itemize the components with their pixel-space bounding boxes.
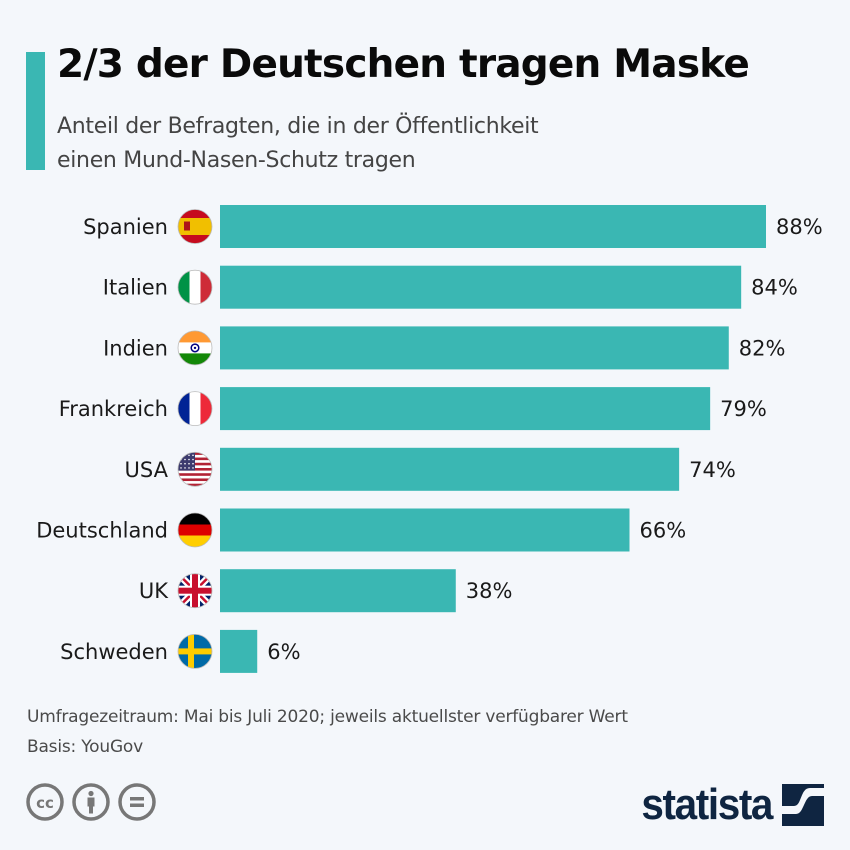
value-label: 79% bbox=[720, 397, 767, 421]
category-label: Frankreich bbox=[59, 397, 168, 421]
bar-row: Frankreich 79% bbox=[59, 387, 767, 431]
flag-italy-icon bbox=[177, 269, 213, 305]
chart-title: 2/3 der Deutschen tragen Maske bbox=[57, 42, 750, 87]
category-label: Italien bbox=[103, 276, 168, 300]
flag-spain-icon bbox=[177, 209, 213, 244]
title-accent-bar bbox=[26, 52, 45, 170]
flag-france-icon bbox=[177, 391, 213, 427]
value-label: 6% bbox=[267, 640, 300, 664]
bar-chart: Spanien 88% Italien 84% Indien 82% Frankreich 7… bbox=[36, 205, 823, 673]
statista-logo[interactable]: statista bbox=[630, 780, 824, 830]
value-label: 74% bbox=[689, 458, 736, 482]
bar bbox=[220, 326, 729, 370]
no-derivatives-icon[interactable] bbox=[117, 782, 157, 822]
flag-germany-icon bbox=[177, 512, 213, 548]
bar bbox=[220, 265, 742, 309]
flag-india-icon bbox=[177, 330, 213, 366]
bar bbox=[220, 569, 456, 613]
footnote: Umfragezeitraum: Mai bis Juli 2020; jewe… bbox=[27, 702, 628, 762]
category-label: UK bbox=[139, 579, 169, 603]
source-note: Basis: YouGov bbox=[27, 737, 143, 757]
value-label: 88% bbox=[776, 215, 823, 239]
value-label: 84% bbox=[751, 276, 798, 300]
category-label: Schweden bbox=[60, 640, 168, 664]
flag-usa-icon bbox=[177, 451, 213, 487]
bar-row: Italien 84% bbox=[103, 265, 798, 309]
survey-period-note: Umfragezeitraum: Mai bis Juli 2020; jewe… bbox=[27, 707, 628, 727]
bar-row: Schweden 6% bbox=[60, 629, 301, 673]
bar bbox=[220, 629, 258, 673]
cc-icon[interactable]: cc bbox=[25, 782, 65, 822]
flag-sweden-icon bbox=[177, 633, 213, 669]
license-icons: cc bbox=[25, 782, 157, 822]
subtitle-line-1: Anteil der Befragten, die in der Öffentl… bbox=[57, 114, 539, 139]
value-label: 82% bbox=[739, 336, 786, 360]
flag-uk-icon bbox=[177, 573, 213, 609]
bar-row: USA 74% bbox=[125, 447, 736, 491]
brand-name: statista bbox=[641, 780, 773, 829]
bar-row: UK 38% bbox=[139, 569, 513, 613]
value-label: 66% bbox=[640, 519, 687, 543]
svg-text:cc: cc bbox=[36, 794, 54, 812]
bar bbox=[220, 205, 766, 248]
bar bbox=[220, 447, 680, 491]
chart-subtitle: Anteil der Befragten, die in der Öffentl… bbox=[57, 110, 757, 178]
bar bbox=[220, 387, 711, 431]
category-label: Spanien bbox=[83, 215, 168, 239]
bar-row: Spanien 88% bbox=[83, 205, 823, 248]
value-label: 38% bbox=[466, 579, 513, 603]
bar bbox=[220, 508, 630, 552]
bar-row: Indien 82% bbox=[103, 326, 786, 370]
statista-logo-icon bbox=[782, 784, 824, 826]
bar-row: Deutschland 66% bbox=[36, 508, 687, 552]
category-label: USA bbox=[125, 458, 169, 482]
attribution-icon[interactable] bbox=[71, 782, 111, 822]
category-label: Indien bbox=[103, 336, 168, 360]
category-label: Deutschland bbox=[36, 519, 168, 543]
subtitle-line-2: einen Mund-Nasen-Schutz tragen bbox=[57, 148, 416, 173]
